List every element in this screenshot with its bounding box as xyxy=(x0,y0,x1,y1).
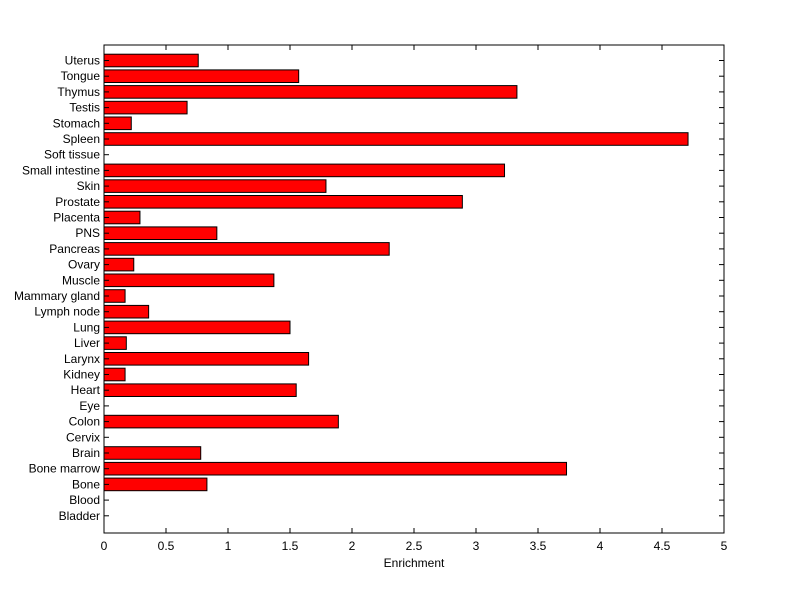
bar-bone xyxy=(103,477,208,492)
y-tick-label-brain: Brain xyxy=(72,446,100,460)
x-tick-label: 2 xyxy=(349,539,356,553)
y-tick-label-lung: Lung xyxy=(73,320,100,334)
y-tick-label-heart: Heart xyxy=(71,383,101,397)
y-tick-label-thymus: Thymus xyxy=(57,85,100,99)
bar-small-intestine xyxy=(103,163,506,178)
bar-bone-marrow xyxy=(103,461,568,476)
x-tick-label: 3.5 xyxy=(530,539,547,553)
bar-colon xyxy=(103,414,339,429)
y-tick-label-stomach: Stomach xyxy=(53,116,100,130)
bar-brain xyxy=(103,446,202,460)
y-tick-label-kidney: Kidney xyxy=(63,368,100,382)
y-tick-label-tongue: Tongue xyxy=(61,69,101,83)
bar-larynx xyxy=(103,352,310,366)
y-tick-label-mammary-gland: Mammary gland xyxy=(14,289,100,303)
plot-frame xyxy=(103,44,725,534)
x-tick-label: 0 xyxy=(101,539,108,553)
y-tick-label-larynx: Larynx xyxy=(64,352,100,366)
x-tick-label: 0.5 xyxy=(158,539,175,553)
y-tick-label-pancreas: Pancreas xyxy=(49,242,100,256)
x-axis-label: Enrichment xyxy=(384,556,445,570)
y-tick-label-cervix: Cervix xyxy=(66,430,100,444)
x-tick-label: 5 xyxy=(721,539,728,553)
y-tick-label-liver: Liver xyxy=(74,336,100,350)
y-tick-label-bone-marrow: Bone marrow xyxy=(29,462,101,476)
y-tick-label-bone: Bone xyxy=(72,477,100,491)
y-tick-label-blood: Blood xyxy=(69,493,100,507)
y-tick-label-spleen: Spleen xyxy=(63,132,100,146)
bar-muscle xyxy=(103,273,275,288)
y-tick-label-testis: Testis xyxy=(69,101,100,115)
bar-uterus xyxy=(103,53,199,68)
y-tick-label-colon: Colon xyxy=(69,415,100,429)
y-tick-label-skin: Skin xyxy=(77,179,100,193)
bar-testis xyxy=(103,100,188,115)
x-tick-label: 3 xyxy=(473,539,480,553)
x-axis-ticks: 0 0.5 1 1.5 2 2.5 3 3.5 4 4.5 5 xyxy=(101,45,728,553)
bar-heart xyxy=(103,383,297,397)
bar-pns xyxy=(103,226,218,240)
y-tick-label-muscle: Muscle xyxy=(62,273,100,287)
bar-spleen xyxy=(103,132,689,146)
bar-skin xyxy=(103,179,327,193)
bar-lung xyxy=(103,320,291,335)
y-tick-label-lymph-node: Lymph node xyxy=(34,305,100,319)
x-tick-label: 2.5 xyxy=(406,539,423,553)
y-tick-label-soft-tissue: Soft tissue xyxy=(44,148,100,162)
y-tick-label-uterus: Uterus xyxy=(65,54,100,68)
y-tick-label-bladder: Bladder xyxy=(59,509,100,523)
y-tick-label-pns: PNS xyxy=(75,226,100,240)
y-tick-label-ovary: Ovary xyxy=(68,258,100,272)
bar-prostate xyxy=(103,195,463,209)
bar-lymph-node xyxy=(103,304,150,319)
y-tick-label-small-intestine: Small intestine xyxy=(22,163,100,177)
bar-tongue xyxy=(103,69,300,84)
x-tick-label: 1 xyxy=(225,539,232,553)
bar-pancreas xyxy=(103,242,390,256)
x-tick-label: 4.5 xyxy=(654,539,671,553)
x-tick-label: 4 xyxy=(597,539,604,553)
bar-placenta xyxy=(103,210,141,225)
y-tick-label-eye: Eye xyxy=(79,399,100,413)
y-tick-label-prostate: Prostate xyxy=(55,195,100,209)
y-tick-label-placenta: Placenta xyxy=(53,211,100,225)
bar-thymus xyxy=(103,85,518,99)
x-tick-label: 1.5 xyxy=(282,539,299,553)
plot-background xyxy=(104,45,724,533)
